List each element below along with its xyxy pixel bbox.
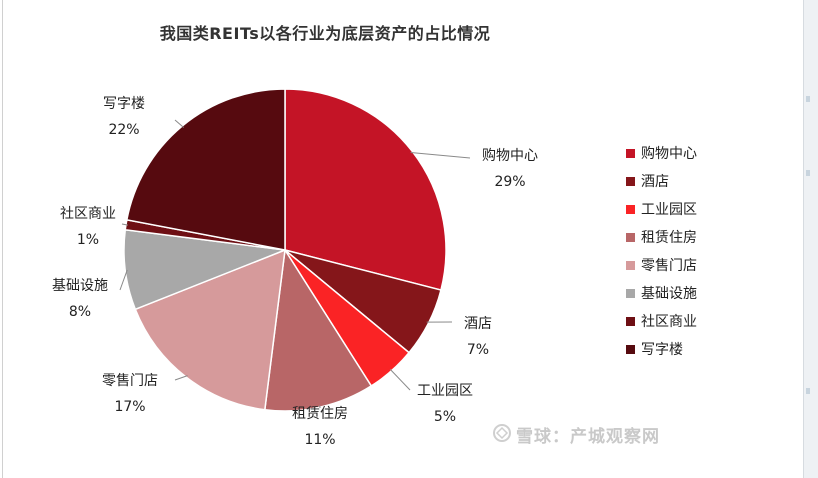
legend-swatch <box>626 344 635 354</box>
legend-swatch <box>626 288 635 298</box>
legend-swatch <box>626 148 635 158</box>
slice-label-name: 工业园区 <box>417 383 473 399</box>
legend-label: 租赁住房 <box>641 230 697 246</box>
slice-label-name: 零售门店 <box>102 373 158 389</box>
chart-title: 我国类REITs以各行业为底层资产的占比情况 <box>159 24 491 43</box>
slice-label-value: 22% <box>108 122 139 138</box>
leader-line <box>410 152 471 159</box>
legend-swatch <box>626 316 635 326</box>
leader-line <box>174 119 184 128</box>
legend-item: 购物中心 <box>626 143 697 163</box>
pie-slice-1 <box>284 88 447 291</box>
slice-label-name: 酒店 <box>464 316 492 332</box>
legend-item: 基础设施 <box>626 283 697 303</box>
legend-label: 基础设施 <box>641 286 697 302</box>
slice-label-name: 写字楼 <box>103 96 145 112</box>
legend-swatch <box>626 204 635 214</box>
side-scroll-strip[interactable] <box>803 0 818 478</box>
legend-swatch <box>626 232 635 242</box>
legend-label: 零售门店 <box>641 258 697 274</box>
slice-label-name: 社区商业 <box>60 206 116 222</box>
strip-marker <box>806 96 810 102</box>
window-left-border <box>2 0 3 478</box>
leader-line <box>121 223 129 226</box>
legend-item: 工业园区 <box>626 199 697 219</box>
legend-label: 酒店 <box>641 174 669 190</box>
slice-label-value: 7% <box>467 342 489 358</box>
legend-item: 写字楼 <box>626 339 683 359</box>
slice-label-value: 1% <box>77 232 99 248</box>
legend-swatch <box>626 260 635 270</box>
leader-line <box>174 375 188 381</box>
leader-line <box>119 269 128 291</box>
slice-label-value: 11% <box>304 432 335 448</box>
slice-label-value: 5% <box>434 409 456 425</box>
strip-marker <box>806 170 810 176</box>
pie-slice-5 <box>134 248 286 411</box>
legend-label: 社区商业 <box>641 314 697 330</box>
slice-label-value: 29% <box>494 174 525 190</box>
legend-label: 写字楼 <box>641 342 683 358</box>
legend-item: 零售门店 <box>626 255 697 275</box>
legend-label: 工业园区 <box>641 202 697 218</box>
slice-label-name: 租赁住房 <box>292 406 348 422</box>
legend-item: 社区商业 <box>626 311 697 331</box>
slice-label-value: 17% <box>114 399 145 415</box>
legend-item: 酒店 <box>626 171 669 191</box>
watermark-text: 雪球：产城观察网 <box>516 427 660 447</box>
strip-marker <box>806 388 810 394</box>
slice-label-name: 基础设施 <box>52 277 108 294</box>
slice-label-value: 8% <box>69 304 91 320</box>
slice-label-name: 购物中心 <box>482 148 538 164</box>
legend-label: 购物中心 <box>641 146 697 162</box>
legend-swatch <box>626 176 635 186</box>
leader-line <box>389 368 411 391</box>
snowball-logo-icon <box>493 424 511 442</box>
legend-item: 租赁住房 <box>626 227 697 247</box>
